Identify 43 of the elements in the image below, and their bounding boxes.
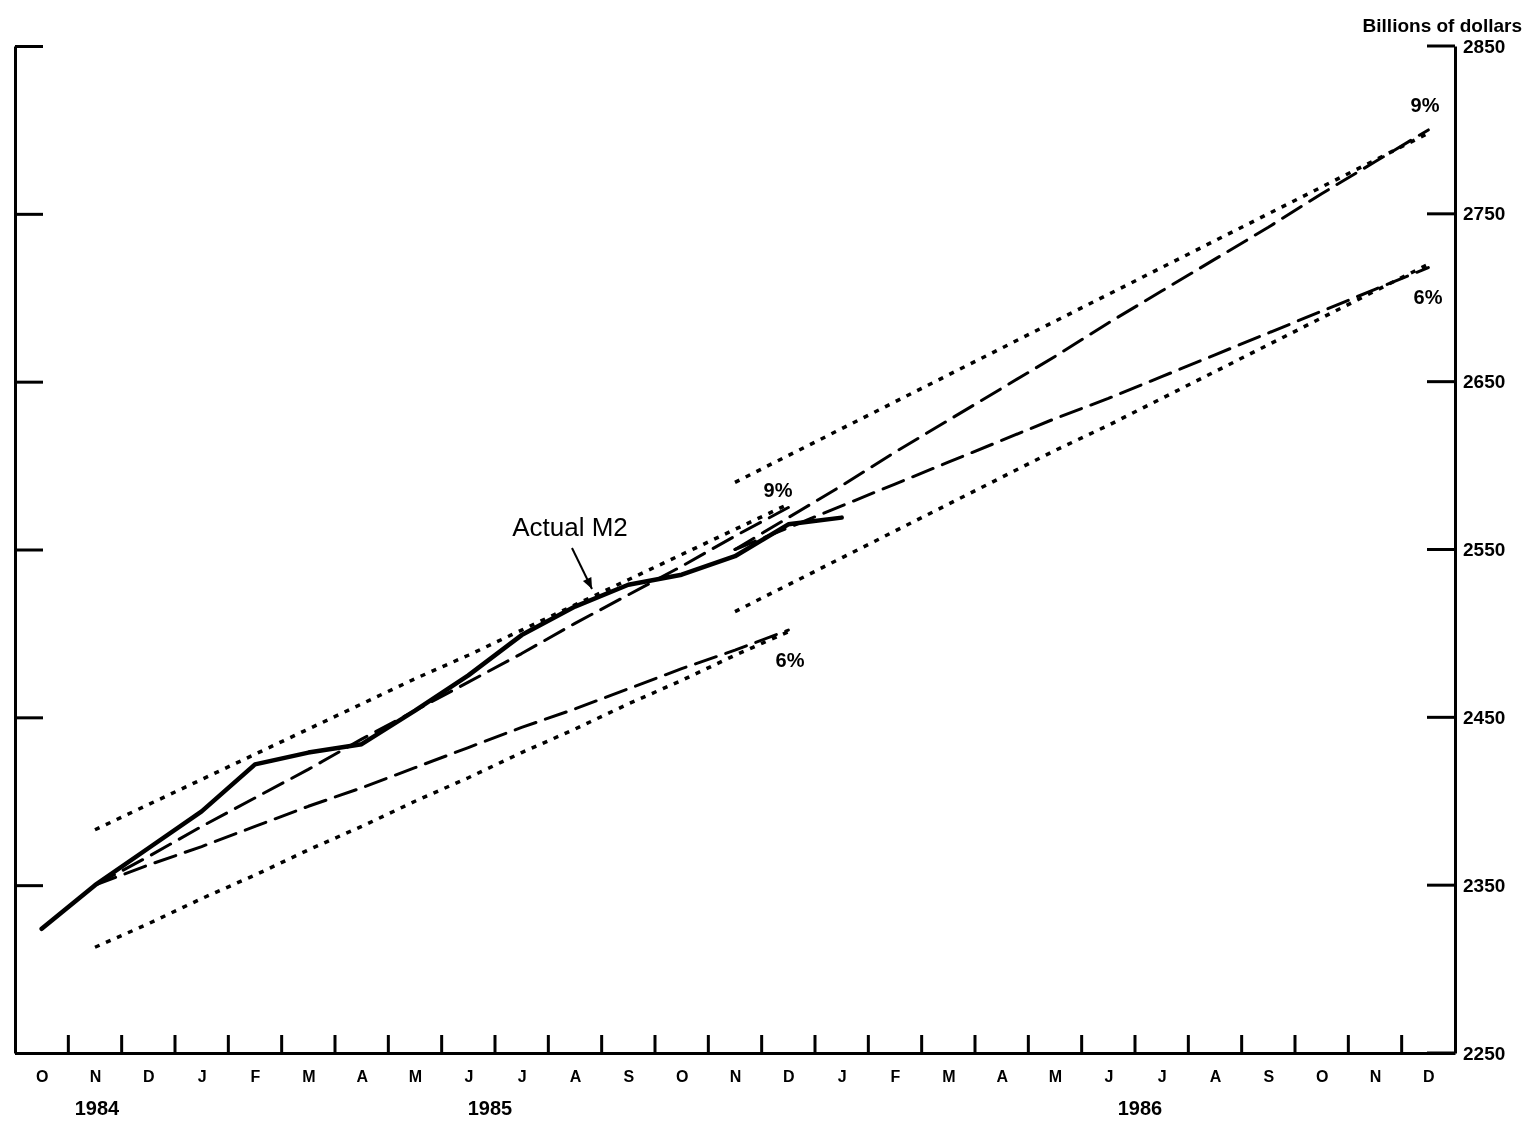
- y-tick-label: 2550: [1463, 539, 1506, 561]
- x-tick-label: N: [729, 1068, 742, 1086]
- x-tick-label: J: [517, 1068, 527, 1086]
- x-tick-label: J: [197, 1068, 207, 1086]
- annotation: Actual M2: [512, 512, 628, 543]
- x-tick-label: J: [464, 1068, 474, 1086]
- x-tick-label: M: [302, 1068, 316, 1086]
- x-tick-label: F: [250, 1068, 261, 1086]
- x-tick-label: A: [356, 1068, 369, 1086]
- annotation: 6%: [1413, 286, 1443, 308]
- x-tick-label: J: [1104, 1068, 1114, 1086]
- annotation: 6%: [775, 649, 805, 671]
- y-axis-title: Billions of dollars: [1362, 15, 1522, 36]
- x-tick-label: A: [996, 1068, 1009, 1086]
- text: 1986: [1117, 1097, 1163, 1119]
- x-tick-label: J: [1157, 1068, 1167, 1086]
- y-tick-label: 2350: [1463, 874, 1506, 896]
- y-tick-label: 2650: [1463, 371, 1506, 393]
- x-tick-label: A: [1209, 1068, 1222, 1086]
- text: 1984: [74, 1097, 121, 1119]
- y-tick-label: 2750: [1463, 203, 1506, 225]
- x-tick-label: M: [942, 1068, 956, 1086]
- y-tick-label: 2250: [1463, 1042, 1506, 1064]
- x-tick-label: J: [837, 1068, 847, 1086]
- x-tick-label: O: [1315, 1068, 1329, 1086]
- annotation: 9%: [1410, 94, 1440, 116]
- x-tick-label: D: [143, 1068, 155, 1086]
- x-tick-label: N: [1369, 1068, 1382, 1086]
- x-tick-label: A: [569, 1068, 582, 1086]
- x-tick-label: O: [35, 1068, 49, 1086]
- y-tick-label: 2850: [1463, 35, 1506, 57]
- x-tick-label: O: [675, 1068, 689, 1086]
- x-tick-label: M: [408, 1068, 423, 1086]
- x-tick-label: S: [623, 1068, 635, 1086]
- x-tick-label: D: [783, 1068, 795, 1086]
- annotation: 9%: [763, 479, 793, 501]
- x-tick-label: N: [89, 1068, 102, 1086]
- x-tick-label: F: [890, 1068, 901, 1086]
- text: 1985: [467, 1097, 513, 1119]
- x-tick-label: D: [1423, 1068, 1435, 1086]
- x-tick-label: M: [1048, 1068, 1063, 1086]
- x-tick-label: S: [1263, 1068, 1275, 1086]
- y-tick-label: 2450: [1463, 706, 1506, 728]
